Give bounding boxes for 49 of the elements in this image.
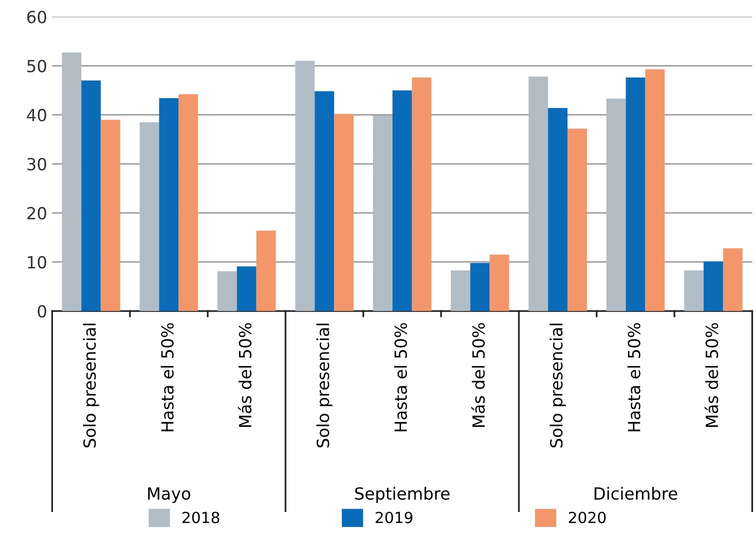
bar bbox=[626, 78, 646, 312]
bar bbox=[450, 270, 470, 312]
bar bbox=[256, 230, 276, 312]
bar bbox=[723, 248, 742, 312]
y-tick-label: 60 bbox=[27, 10, 46, 24]
bar bbox=[140, 122, 160, 312]
bar bbox=[548, 108, 568, 312]
y-tick-label: 0 bbox=[38, 305, 46, 318]
bar bbox=[528, 76, 548, 312]
x-tick-label: Más del 50% bbox=[471, 323, 485, 427]
legend-label: 2019 bbox=[376, 512, 412, 524]
bar bbox=[684, 270, 704, 312]
bar bbox=[567, 128, 587, 312]
bar bbox=[217, 271, 237, 312]
bar bbox=[159, 98, 179, 312]
bar bbox=[470, 262, 490, 312]
bar bbox=[412, 78, 432, 312]
y-tick-label: 50 bbox=[27, 60, 46, 72]
bar bbox=[100, 120, 120, 312]
bar bbox=[178, 94, 198, 312]
bar bbox=[606, 98, 626, 312]
text: Septiembre bbox=[355, 486, 450, 504]
y-tick-label: 10 bbox=[28, 256, 46, 269]
bar bbox=[236, 266, 256, 312]
y-tick-label: 40 bbox=[26, 108, 46, 122]
legend-label: 2018 bbox=[182, 512, 220, 524]
text: Diciembre bbox=[594, 486, 678, 500]
x-tick-label: Solo presencial bbox=[316, 324, 332, 448]
x-tick-label: Más del 50% bbox=[704, 323, 718, 427]
bar bbox=[373, 115, 392, 312]
bar bbox=[704, 262, 724, 312]
x-tick-label: Hasta el 50% bbox=[160, 323, 174, 432]
x-tick-label: Hasta el 50% bbox=[627, 323, 640, 432]
x-tick-label: Más del 50% bbox=[238, 323, 252, 427]
bar bbox=[295, 60, 315, 312]
text: Mayo bbox=[148, 487, 190, 504]
legend-label: 2020 bbox=[568, 512, 606, 524]
bar bbox=[392, 90, 412, 312]
bar bbox=[314, 91, 334, 312]
bar bbox=[62, 52, 82, 312]
x-tick-label: Solo presencial bbox=[550, 324, 566, 448]
y-tick-label: 20 bbox=[27, 206, 46, 220]
y-tick-label: 30 bbox=[27, 158, 46, 170]
x-tick-label: Hasta el 50% bbox=[394, 323, 408, 432]
bar bbox=[645, 69, 665, 312]
x-tick-label: Solo presencial bbox=[82, 324, 100, 448]
bar bbox=[334, 114, 354, 312]
bar bbox=[490, 254, 510, 312]
bar bbox=[81, 80, 101, 312]
